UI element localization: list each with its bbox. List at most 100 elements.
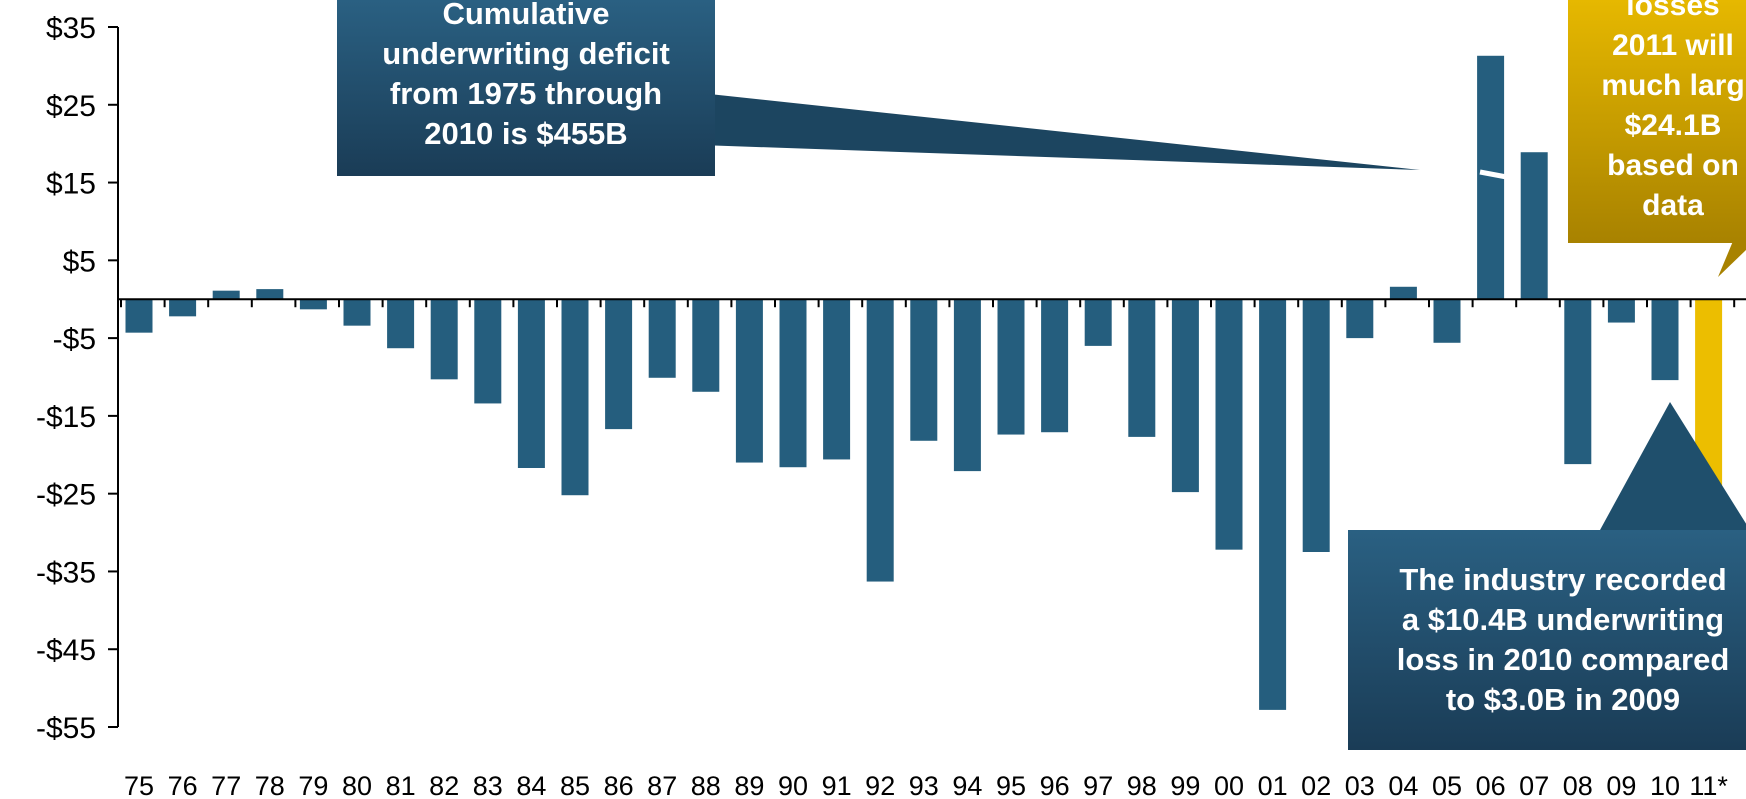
recorded-callout-line: The industry recorded: [1399, 562, 1727, 597]
x-tick-label: 77: [211, 771, 241, 799]
x-tick-label: 00: [1214, 771, 1244, 799]
x-tick-label: 75: [124, 771, 154, 799]
deficit-callout-line: underwriting deficit: [382, 36, 670, 71]
forecast-callout-line: much larg: [1601, 69, 1745, 102]
deficit-callout-line: Cumulative: [442, 0, 610, 31]
bar-84: [517, 299, 545, 468]
bar-91: [823, 299, 851, 460]
x-tick-label: 10: [1650, 771, 1680, 799]
forecast-callout-line: 2011 will: [1612, 29, 1734, 62]
bar-00: [1215, 299, 1243, 550]
bar-97: [1084, 299, 1112, 346]
x-tick-label: 82: [429, 771, 459, 799]
bar-03: [1346, 299, 1374, 339]
y-tick-label: -$25: [36, 479, 96, 512]
bar-78: [256, 289, 284, 300]
recorded-callout-pointer: [1600, 402, 1746, 530]
x-tick-label: 94: [952, 771, 982, 799]
bar-05: [1433, 299, 1461, 343]
bar-79: [299, 299, 327, 310]
y-tick-label: -$35: [36, 556, 96, 589]
x-tick-label: 09: [1606, 771, 1636, 799]
recorded-callout-line: to $3.0B in 2009: [1445, 682, 1681, 717]
bars-group: [125, 55, 1723, 710]
x-tick-label: 76: [168, 771, 198, 799]
bar-76: [169, 299, 197, 317]
bar-04: [1389, 286, 1417, 300]
x-tick-label: 06: [1476, 771, 1506, 799]
bar-81: [387, 299, 415, 349]
bar-10: [1651, 299, 1679, 381]
x-tick-label: 99: [1170, 771, 1200, 799]
x-tick-label: 83: [473, 771, 503, 799]
x-tick-label: 01: [1258, 771, 1288, 799]
recorded-callout-line: a $10.4B underwriting: [1401, 602, 1725, 637]
x-tick-label: 95: [996, 771, 1026, 799]
bar-98: [1128, 299, 1156, 437]
y-tick-label: -$5: [53, 323, 96, 356]
y-tick-label: -$15: [36, 401, 96, 434]
bar-95: [997, 299, 1025, 435]
x-tick-label: 88: [691, 771, 721, 799]
y-tick-label: $15: [46, 168, 96, 201]
deficit-callout-pointer: [700, 93, 1420, 170]
x-tick-label: 11*: [1689, 771, 1728, 799]
x-tick-label: 04: [1388, 771, 1418, 799]
x-tick-label: 86: [604, 771, 634, 799]
bar-93: [910, 299, 938, 441]
forecast-callout: losses 2011 will much larg $24.1B based …: [1568, 0, 1746, 243]
bar-89: [735, 299, 763, 463]
y-tick-label: $25: [46, 90, 96, 123]
bar-92: [866, 299, 894, 582]
bar-09: [1607, 299, 1635, 323]
deficit-callout: Cumulative underwriting deficit from 197…: [337, 0, 715, 176]
x-tick-label: 98: [1127, 771, 1157, 799]
forecast-callout-line: based on: [1607, 149, 1739, 182]
x-tick-label: 85: [560, 771, 590, 799]
bar-08: [1564, 299, 1592, 465]
deficit-callout-line: 2010 is $455B: [424, 116, 628, 151]
x-tick-label: 92: [865, 771, 895, 799]
bar-83: [474, 299, 502, 404]
axis-break-mark: [1479, 169, 1513, 181]
bar-07: [1520, 152, 1548, 300]
forecast-callout-line: $24.1B: [1624, 109, 1722, 142]
x-tick-labels: 75 76 77 78 79 80 81 82 83 84 85 86 87 88 89 90 91 92 93 94…: [124, 771, 1728, 799]
x-tick-label: 02: [1301, 771, 1331, 799]
x-tick-label: 96: [1040, 771, 1070, 799]
bar-90: [779, 299, 807, 468]
x-tick-label: 90: [778, 771, 808, 799]
y-tick-label: -$45: [36, 634, 96, 667]
bar-87: [648, 299, 676, 378]
x-tick-label: 80: [342, 771, 372, 799]
x-tick-label: 07: [1519, 771, 1549, 799]
bar-02: [1302, 299, 1330, 552]
bar-96: [1041, 299, 1069, 433]
y-tick-label: $35: [46, 12, 96, 45]
x-tick-label: 05: [1432, 771, 1462, 799]
bar-88: [692, 299, 720, 392]
y-tick-label: $5: [63, 245, 96, 278]
x-tick-label: 03: [1345, 771, 1375, 799]
x-tick-label: 87: [647, 771, 677, 799]
recorded-callout-line: loss in 2010 compared: [1396, 642, 1730, 677]
bar-99: [1171, 299, 1199, 493]
bar-82: [430, 299, 458, 380]
bar-85: [561, 299, 589, 496]
x-tick-label: 79: [298, 771, 328, 799]
bar-86: [605, 299, 633, 430]
x-tick-label: 08: [1563, 771, 1593, 799]
y-tick-labels: $35 $25 $15 $5 -$5 -$15 -$25 -$35 -$45 -$55: [36, 12, 96, 745]
x-tick-label: 84: [516, 771, 546, 799]
bar-75: [125, 299, 153, 333]
recorded-callout: The industry recorded a $10.4B underwrit…: [1348, 530, 1746, 750]
x-tick-label: 89: [734, 771, 764, 799]
axes-group: [108, 26, 1746, 728]
forecast-callout-line: data: [1642, 189, 1704, 222]
x-tick-label: 93: [909, 771, 939, 799]
x-tick-label: 81: [386, 771, 416, 799]
bar-77: [212, 290, 240, 300]
bar-01: [1259, 299, 1287, 710]
bar-80: [343, 299, 371, 326]
